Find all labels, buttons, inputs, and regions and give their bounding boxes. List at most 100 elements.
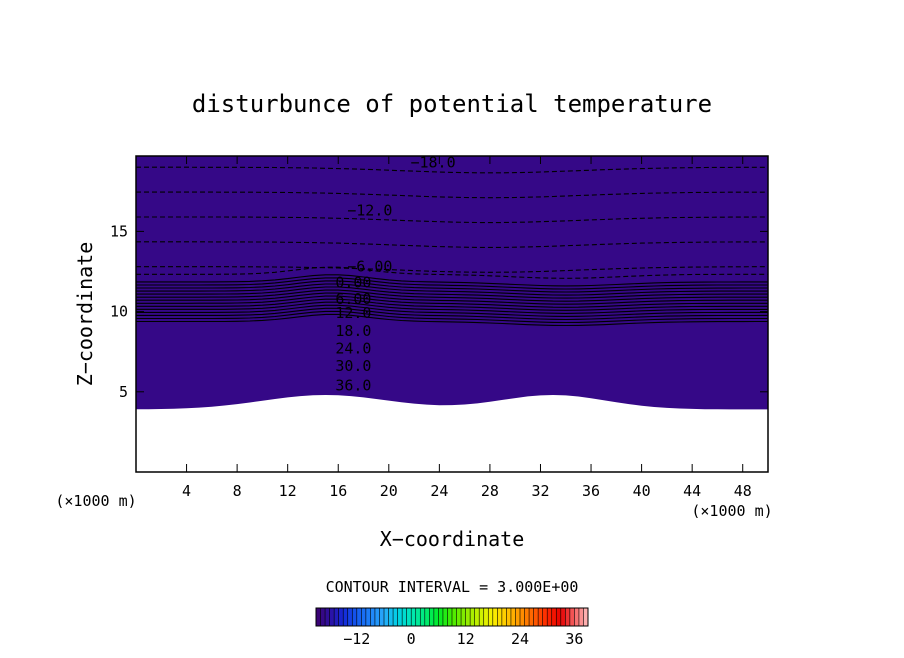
contour-line bbox=[136, 142, 768, 148]
x-tick-label: 24 bbox=[430, 482, 448, 500]
colorbar-cell bbox=[524, 608, 530, 626]
colorbar-cell bbox=[379, 608, 385, 626]
contour-label: 36.0 bbox=[335, 376, 371, 394]
colorbar-cell bbox=[520, 608, 525, 626]
contour-label: −12.0 bbox=[347, 202, 392, 220]
colorbar-cell bbox=[583, 608, 589, 626]
contour-line bbox=[136, 266, 768, 273]
colorbar-cell bbox=[560, 608, 566, 626]
contour-label: 18.0 bbox=[335, 322, 371, 340]
terrain-mask bbox=[136, 395, 768, 472]
colorbar-cell bbox=[547, 608, 553, 626]
colorbar-cell bbox=[420, 608, 426, 626]
x-tick-label: 4 bbox=[182, 482, 191, 500]
contour-interval-label: CONTOUR INTERVAL = 3.000E+00 bbox=[326, 578, 579, 596]
colorbar-tick-label: 36 bbox=[565, 630, 583, 648]
colorbar-cell bbox=[424, 608, 430, 626]
contour-line bbox=[136, 298, 768, 311]
x-tick-label: 20 bbox=[380, 482, 398, 500]
colorbar-cell bbox=[402, 608, 407, 626]
colorbar-cell bbox=[452, 608, 457, 626]
colorbar-tick-label: −12 bbox=[343, 630, 370, 648]
colorbar-cell bbox=[393, 608, 398, 626]
x-tick-label: 44 bbox=[683, 482, 701, 500]
x-tick-label: 12 bbox=[279, 482, 297, 500]
colorbar-cell bbox=[438, 608, 444, 626]
colorbar-cell bbox=[347, 608, 353, 626]
colorbar-tick-labels: −12 0 12 24 36 bbox=[343, 630, 583, 648]
colorbar-cell bbox=[442, 608, 448, 626]
colorbar-cell bbox=[470, 608, 475, 626]
colorbar-cell bbox=[492, 608, 498, 626]
contour-band bbox=[136, 156, 768, 472]
contour-label: −18.0 bbox=[410, 153, 455, 171]
colorbar-cell bbox=[370, 608, 376, 626]
x-tick-label: 40 bbox=[633, 482, 651, 500]
x-tick-label: 36 bbox=[582, 482, 600, 500]
colorbar-cell bbox=[343, 608, 349, 626]
contour-line bbox=[136, 216, 768, 224]
colorbar-cell bbox=[542, 608, 548, 626]
chart-title: disturbunce of potential temperature bbox=[192, 90, 712, 118]
colorbar-cell bbox=[329, 608, 335, 626]
colorbar-cell bbox=[506, 608, 512, 626]
filled-contour-bands bbox=[136, 156, 768, 472]
colorbar-cell bbox=[338, 608, 344, 626]
colorbar-cell bbox=[374, 608, 380, 626]
colorbar-cell bbox=[384, 608, 389, 626]
colorbar-cell bbox=[397, 608, 403, 626]
contour-line bbox=[136, 283, 768, 296]
colorbar-tick-label: 0 bbox=[407, 630, 416, 648]
colorbar-cell bbox=[510, 608, 516, 626]
colorbar-cell bbox=[488, 608, 494, 626]
colorbar-cell bbox=[497, 608, 503, 626]
colorbar-cell bbox=[465, 608, 471, 626]
colorbar-cell bbox=[483, 608, 489, 626]
colorbar-cell bbox=[316, 608, 321, 626]
contour-line bbox=[136, 313, 768, 327]
y-tick-label: 15 bbox=[110, 222, 128, 240]
plot-frame bbox=[135, 155, 769, 473]
contour-line bbox=[136, 191, 768, 199]
colorbar-cell bbox=[352, 608, 358, 626]
contour-label: −6.00 bbox=[347, 258, 392, 276]
contour-line bbox=[136, 286, 768, 299]
x-tick-label: 48 bbox=[734, 482, 752, 500]
contour-line bbox=[136, 274, 768, 287]
contour-label: 24.0 bbox=[335, 339, 371, 357]
colorbar-cell bbox=[578, 608, 584, 626]
y-tick-label: 5 bbox=[119, 383, 128, 401]
colorbar-cell bbox=[515, 608, 521, 626]
y-axis-ticks: 5 10 15 bbox=[110, 222, 768, 401]
contour-line bbox=[136, 304, 768, 317]
colorbar-cell bbox=[447, 608, 453, 626]
x-axis-title: X−coordinate bbox=[380, 527, 525, 551]
colorbar-cell bbox=[538, 608, 543, 626]
colorbar-cell bbox=[501, 608, 507, 626]
y-tick-label: 10 bbox=[110, 303, 128, 321]
contour-label: 30.0 bbox=[335, 357, 371, 375]
x-unit-label-right: (×1000 m) bbox=[691, 502, 772, 520]
colorbar-cell bbox=[456, 608, 462, 626]
colorbar-cell bbox=[429, 608, 435, 626]
contour-line bbox=[136, 266, 768, 279]
x-tick-label: 8 bbox=[233, 482, 242, 500]
contour-lines bbox=[136, 142, 768, 327]
colorbar-cell bbox=[411, 608, 417, 626]
contour-label: 6.00 bbox=[335, 290, 371, 308]
contour-line bbox=[136, 292, 768, 305]
colorbar-cell bbox=[334, 608, 339, 626]
contour-line bbox=[136, 241, 768, 248]
contour-label: 0.00 bbox=[335, 274, 371, 292]
colorbar-tick-label: 12 bbox=[457, 630, 475, 648]
contour-line bbox=[136, 310, 768, 324]
colorbar-cell bbox=[320, 608, 326, 626]
colorbar bbox=[315, 607, 589, 627]
colorbar-cell bbox=[361, 608, 367, 626]
colorbar-cell bbox=[325, 608, 330, 626]
contour-line bbox=[136, 280, 768, 293]
colorbar-cell bbox=[461, 608, 466, 626]
contour-line bbox=[136, 301, 768, 314]
